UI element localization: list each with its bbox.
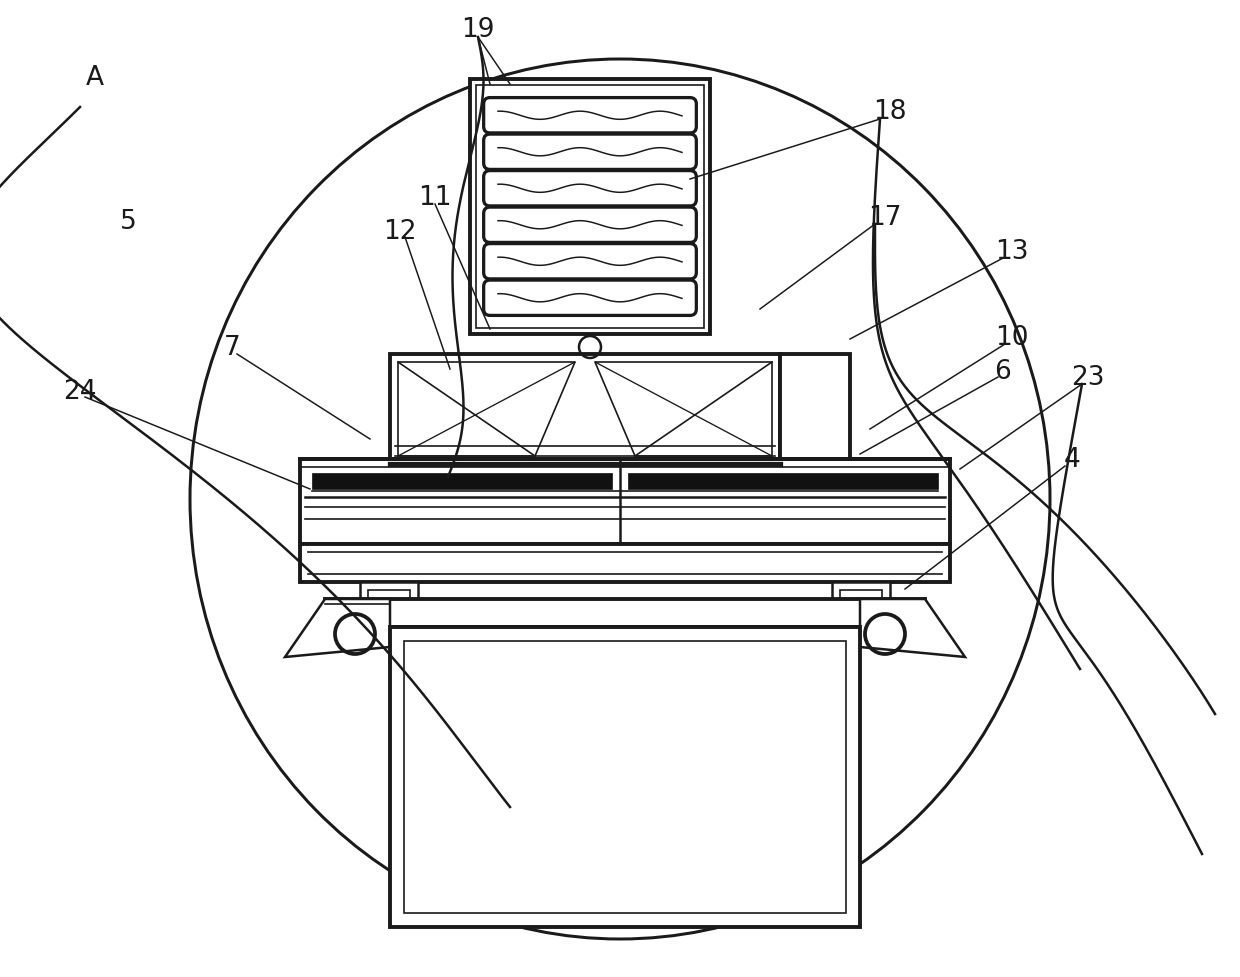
Text: 12: 12	[383, 219, 417, 245]
Text: 24: 24	[63, 379, 97, 404]
Text: 13: 13	[996, 238, 1029, 265]
Text: 4: 4	[1064, 446, 1080, 473]
Bar	[839, 590, 882, 622]
Text: 10: 10	[996, 324, 1029, 351]
Bar	[404, 641, 846, 913]
Bar	[832, 582, 890, 630]
Bar	[476, 86, 704, 328]
Text: 7: 7	[223, 335, 241, 361]
FancyBboxPatch shape	[484, 171, 697, 207]
Polygon shape	[312, 474, 613, 489]
Bar	[360, 582, 418, 630]
Polygon shape	[285, 599, 391, 658]
FancyBboxPatch shape	[484, 99, 697, 134]
Text: 18: 18	[873, 99, 906, 125]
Text: 19: 19	[461, 17, 495, 43]
Text: 23: 23	[1071, 364, 1105, 391]
Polygon shape	[861, 599, 965, 658]
Bar	[391, 355, 780, 464]
Polygon shape	[627, 474, 937, 489]
Bar	[470, 80, 711, 335]
Text: 11: 11	[418, 185, 451, 211]
FancyBboxPatch shape	[484, 280, 697, 317]
Bar	[391, 627, 861, 927]
FancyBboxPatch shape	[484, 244, 697, 279]
Bar	[780, 355, 849, 464]
FancyBboxPatch shape	[484, 208, 697, 243]
FancyBboxPatch shape	[484, 135, 697, 170]
Text: A: A	[86, 64, 104, 91]
Bar	[300, 544, 950, 582]
Bar	[325, 599, 925, 627]
Polygon shape	[595, 362, 773, 456]
Bar	[300, 459, 950, 544]
Bar	[368, 590, 410, 622]
Text: 6: 6	[993, 359, 1011, 385]
Polygon shape	[398, 362, 575, 456]
Text: 5: 5	[119, 209, 136, 234]
Text: 17: 17	[868, 205, 901, 231]
